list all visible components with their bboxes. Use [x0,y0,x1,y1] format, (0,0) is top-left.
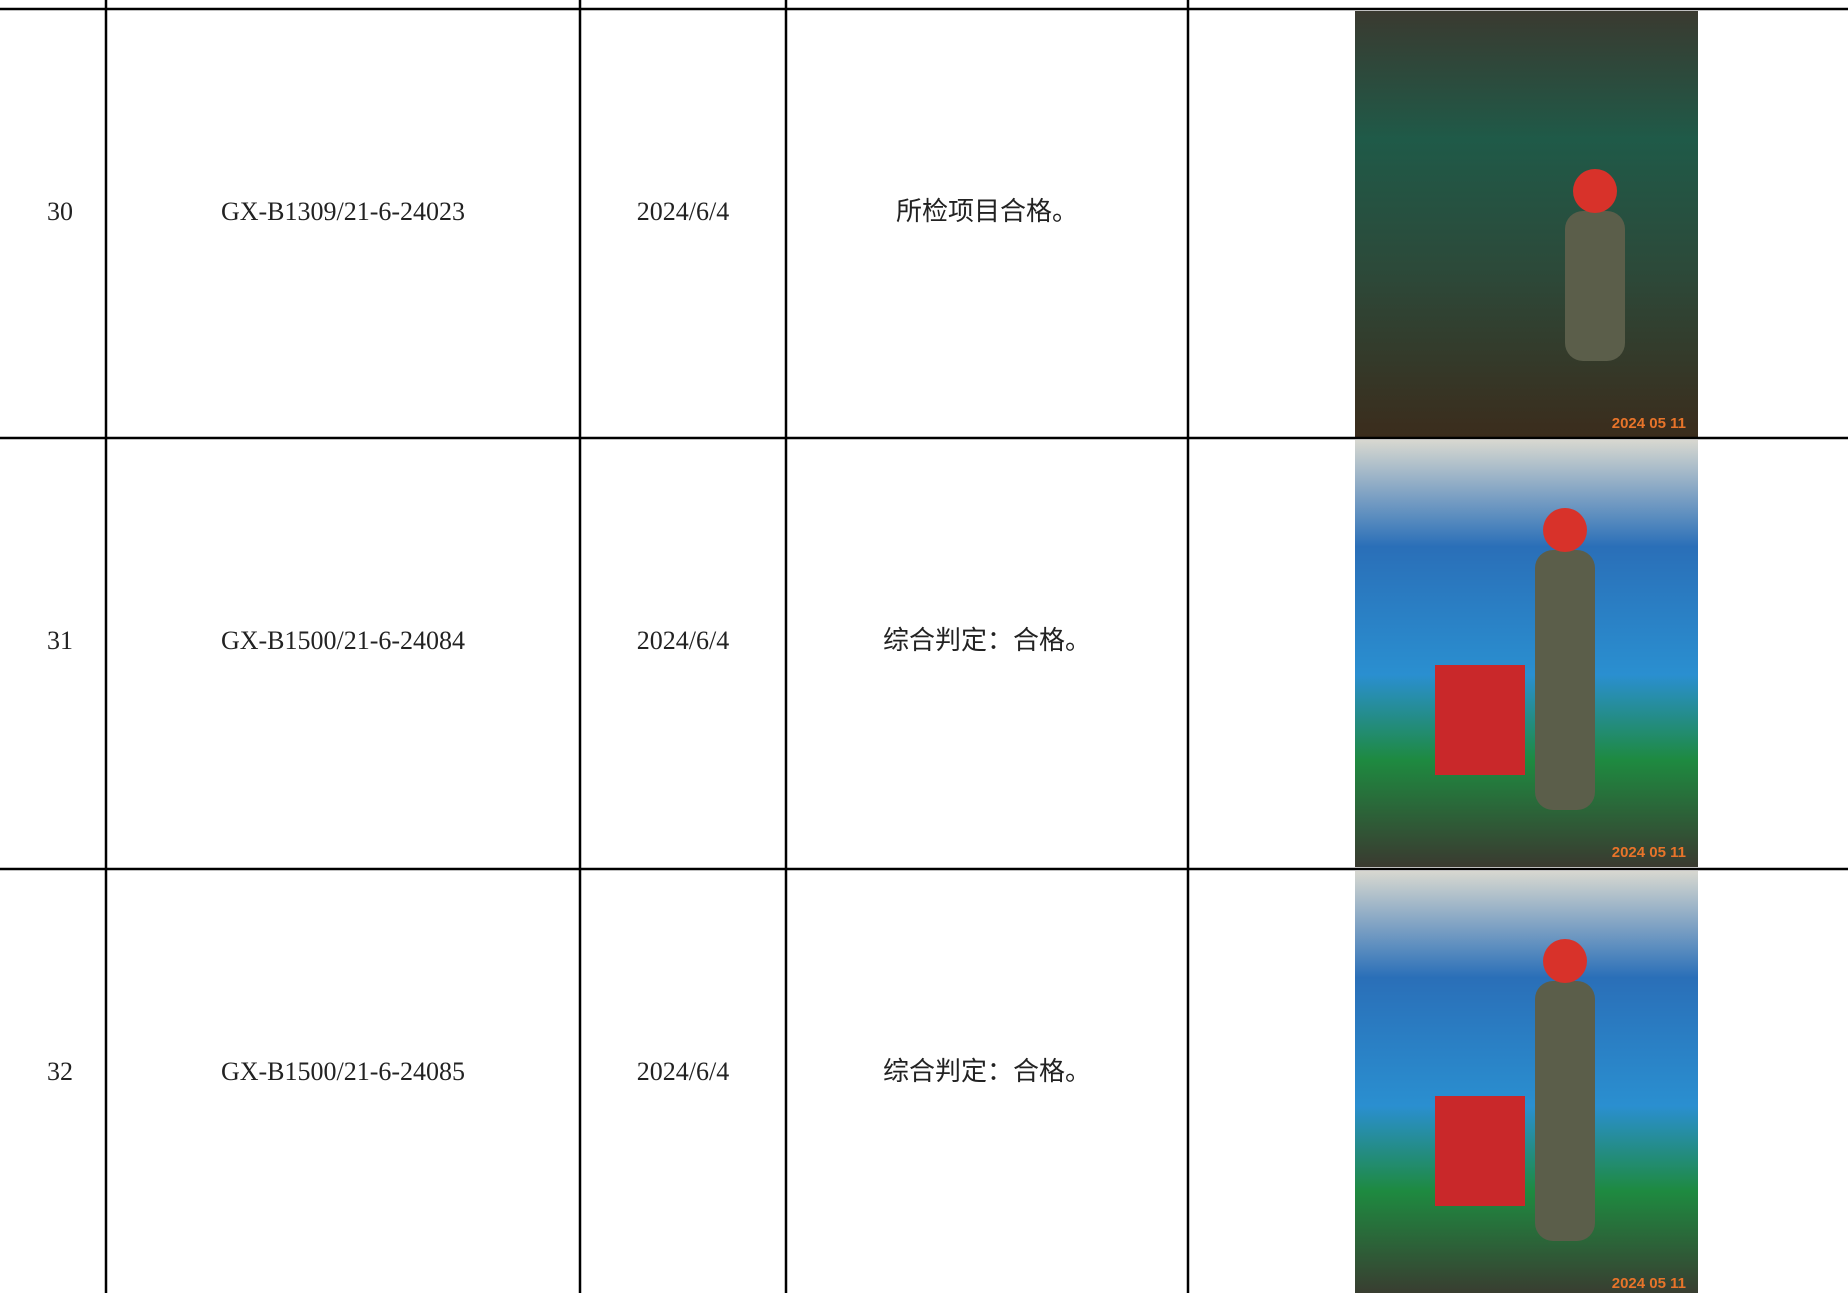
cell-text: 30 [47,197,73,226]
photo-machine [1435,1096,1525,1206]
cell-text: 31 [47,626,73,655]
photo [1355,440,1698,867]
photo-helmet [1573,169,1617,213]
photo-figure [1535,550,1595,810]
cell-text: 2024/6/4 [637,1057,729,1086]
cell-text: GX-B1309/21-6-24023 [221,197,465,226]
photo-stamp: 2024 05 11 [1612,1275,1686,1292]
photo [1355,11,1698,438]
cell-text: 2024/6/4 [637,197,729,226]
photo-helmet [1543,508,1587,552]
photo-stamp: 2024 05 11 [1612,415,1686,432]
photo-figure [1565,211,1625,361]
cell-text: GX-B1500/21-6-24085 [221,1057,465,1086]
photo-stamp: 2024 05 11 [1612,844,1686,861]
photo-figure [1535,981,1595,1241]
cell-text: 所检项目合格。 [896,197,1078,226]
photo [1355,871,1698,1293]
cell-text: 综合判定：合格。 [883,1057,1091,1086]
photo-helmet [1543,939,1587,983]
cell-text: GX-B1500/21-6-24084 [221,626,465,655]
cell-text: 综合判定：合格。 [883,626,1091,655]
photo-machine [1435,665,1525,775]
cell-text: 32 [47,1057,73,1086]
cell-text: 2024/6/4 [637,626,729,655]
